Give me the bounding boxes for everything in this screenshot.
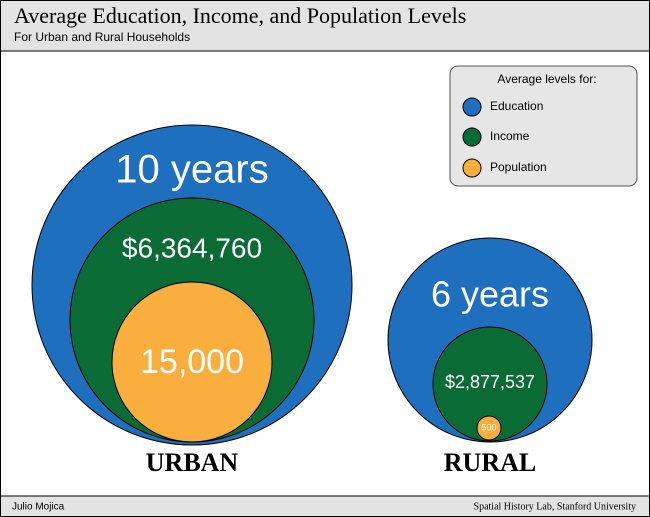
- subtitle: For Urban and Rural Households: [14, 30, 190, 44]
- population-circle: [476, 415, 502, 441]
- legend-swatch: [462, 158, 482, 178]
- header-band: [1, 1, 649, 51]
- population-label: 15,000: [140, 343, 244, 381]
- legend: Average levels for: Education Income Pop…: [449, 65, 638, 187]
- urban-group: 10 years $6,364,760 15,000 URBAN: [31, 124, 353, 477]
- population-circle: [111, 281, 273, 443]
- income-label: $6,364,760: [122, 232, 262, 263]
- population-label: 500: [481, 422, 496, 432]
- legend-swatch: [462, 97, 482, 117]
- legend-swatch: [462, 127, 482, 147]
- footer-band: [1, 496, 649, 516]
- income-label: $2,877,537: [445, 372, 535, 392]
- legend-box: [449, 65, 638, 187]
- title: Average Education, Income, and Populatio…: [14, 3, 466, 28]
- group-label: URBAN: [146, 448, 239, 477]
- rural-group: 6 years $2,877,537 500 RURAL: [387, 237, 593, 477]
- footer-credit: Spatial History Lab, Stanford University: [474, 501, 636, 512]
- legend-title: Average levels for:: [497, 72, 596, 86]
- income-circle: [432, 326, 548, 442]
- legend-label: Income: [490, 129, 530, 143]
- legend-label: Population: [490, 160, 547, 174]
- education-label: 10 years: [115, 148, 268, 192]
- legend-label: Education: [490, 99, 543, 113]
- group-label: RURAL: [444, 448, 536, 477]
- education-label: 6 years: [431, 274, 549, 315]
- footer-author: Julio Mojica: [12, 502, 65, 513]
